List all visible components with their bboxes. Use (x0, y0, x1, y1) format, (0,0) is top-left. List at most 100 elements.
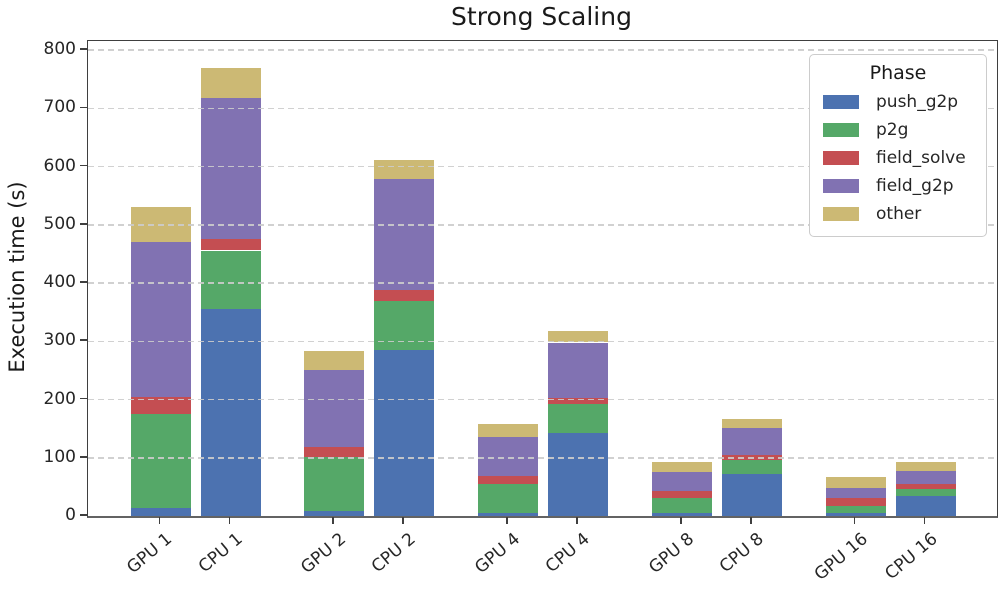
x-tick-mark (332, 517, 335, 524)
x-tick-mark (158, 517, 161, 524)
x-tick-label: CPU 8 (715, 529, 768, 577)
bar-cpu-4 (548, 330, 608, 516)
y-tick-mark (80, 48, 87, 50)
gridline-100 (88, 456, 997, 459)
x-tick-label: GPU 8 (644, 529, 698, 578)
x-tick-mark (506, 517, 508, 524)
y-tick-label: 0 (65, 505, 76, 525)
gridline-500 (88, 224, 997, 226)
x-tick-mark (679, 517, 682, 524)
bar-segment-field_solve (825, 497, 886, 506)
bar-segment-push_g2p (895, 495, 956, 516)
bar-cpu-16 (895, 461, 956, 516)
y-tick-mark (80, 223, 87, 225)
x-tick-label: CPU 2 (368, 529, 421, 577)
bar-segment-p2g (651, 497, 712, 514)
bar-segment-p2g (200, 250, 261, 310)
bar-segment-push_g2p (478, 512, 538, 516)
bar-segment-p2g (895, 488, 956, 496)
bar-segment-field_solve (651, 490, 712, 498)
legend-swatch-field_solve (823, 151, 859, 165)
bar-cpu-1 (200, 67, 261, 516)
legend-entry-push_g2p: push_g2p (810, 88, 986, 116)
bar-segment-other (200, 67, 261, 98)
bar-segment-field_solve (478, 475, 538, 484)
bar-segment-other (478, 424, 538, 438)
x-tick-label: CPU 16 (881, 529, 942, 584)
bar-segment-field_solve (130, 396, 191, 415)
y-tick-mark (80, 397, 87, 400)
y-tick-label: 600 (43, 155, 76, 176)
bar-segment-other (825, 477, 886, 489)
bar-gpu-1 (130, 207, 191, 516)
x-tick-mark (576, 517, 578, 524)
gridline-700 (88, 107, 997, 110)
bar-segment-other (548, 330, 608, 343)
bar-segment-p2g (130, 414, 191, 508)
bar-segment-p2g (374, 300, 435, 351)
x-tick-label: CPU 4 (542, 529, 594, 577)
y-tick-label: 100 (43, 446, 76, 467)
bar-gpu-16 (825, 477, 886, 516)
bar-segment-p2g (825, 505, 886, 514)
legend-entry-field_g2p: field_g2p (810, 172, 986, 200)
x-tick-mark (402, 517, 405, 524)
x-tick-mark (923, 517, 926, 524)
bar-segment-field_g2p (478, 437, 538, 476)
x-tick-mark (749, 517, 752, 524)
bar-segment-other (895, 461, 956, 472)
bar-segment-other (721, 418, 782, 429)
legend-entry-other: other (810, 200, 986, 228)
legend-swatch-push_g2p (823, 95, 859, 109)
bar-gpu-2 (304, 350, 365, 516)
legend-label: push_g2p (876, 92, 959, 112)
legend-swatch-p2g (823, 123, 859, 137)
bar-segment-field_solve (548, 398, 608, 404)
bar-segment-field_g2p (721, 428, 782, 455)
legend-title: Phase (869, 62, 927, 84)
bar-segment-field_g2p (374, 179, 435, 291)
y-tick-mark (80, 164, 87, 167)
y-tick-label: 700 (43, 97, 76, 118)
gridline-400 (88, 282, 997, 284)
bar-segment-field_g2p (651, 472, 712, 491)
legend-entry-p2g: p2g (810, 116, 986, 144)
x-tick-label: GPU 1 (123, 529, 177, 578)
legend-label: other (876, 204, 922, 224)
y-tick-mark (80, 514, 87, 516)
y-tick-mark (80, 106, 87, 109)
chart-title: Strong Scaling (451, 2, 632, 31)
y-tick-label: 800 (43, 39, 76, 60)
bar-segment-p2g (304, 457, 365, 512)
bar-segment-field_g2p (548, 342, 608, 399)
legend-swatch-field_g2p (823, 179, 859, 193)
bar-segment-field_g2p (304, 370, 365, 447)
gridline-800 (88, 49, 997, 51)
x-tick-label: CPU 1 (194, 529, 247, 577)
bar-segment-p2g (721, 460, 782, 475)
x-tick-label: GPU 2 (297, 529, 351, 578)
legend-label: p2g (876, 120, 909, 140)
bar-cpu-2 (374, 159, 435, 516)
bar-segment-field_solve (374, 290, 435, 301)
bar-segment-push_g2p (304, 511, 365, 516)
bar-segment-p2g (548, 403, 608, 434)
x-tick-mark (228, 517, 231, 524)
gridline-300 (88, 340, 997, 343)
bar-segment-push_g2p (374, 350, 435, 516)
bar-segment-p2g (478, 483, 538, 513)
y-tick-label: 200 (43, 388, 76, 409)
x-tick-label: GPU 16 (810, 529, 872, 585)
bar-gpu-8 (651, 461, 712, 516)
bar-segment-push_g2p (825, 513, 886, 516)
bar-segment-field_g2p (895, 471, 956, 484)
legend-label: field_g2p (876, 176, 954, 196)
bar-segment-field_g2p (200, 97, 261, 239)
legend-label: field_solve (876, 148, 966, 168)
gridline-600 (88, 165, 997, 168)
legend-swatch-other (823, 207, 859, 221)
